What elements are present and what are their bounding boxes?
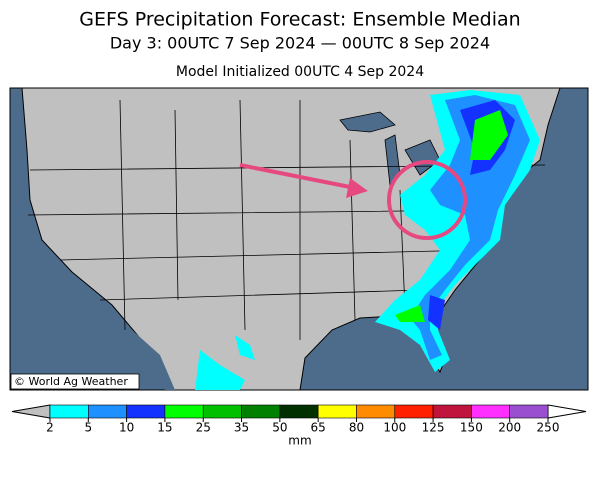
color-swatch (317, 404, 357, 419)
tick-label: 15 (157, 421, 172, 435)
over-arrow (547, 404, 587, 419)
color-swatch (202, 404, 242, 419)
tick-label: 2 (46, 421, 54, 435)
highlight-circle (387, 160, 467, 240)
tick-label: 125 (422, 421, 445, 435)
tick-label: 10 (119, 421, 134, 435)
color-swatch (126, 404, 166, 419)
arrow-shaft (239, 163, 356, 190)
state-borders (27, 99, 546, 340)
init-time: Model Initialized 00UTC 4 Sep 2024 (176, 64, 424, 80)
color-swatch (509, 404, 549, 419)
tick-label: 35 (234, 421, 249, 435)
color-swatch (394, 404, 434, 419)
color-swatch (164, 404, 204, 419)
color-swatch (49, 404, 89, 419)
tick-label: 5 (84, 421, 92, 435)
color-swatch (471, 404, 510, 419)
color-swatch (279, 404, 319, 419)
color-swatch (432, 404, 472, 419)
color-swatch (88, 404, 127, 419)
map: © World Ag Weather (9, 87, 589, 391)
colorbar: 2 5 10 15 25 35 50 65 80 100 125 150 200 250 (11, 404, 587, 435)
tick-label: 50 (272, 421, 287, 435)
under-arrow (11, 404, 51, 419)
title: GEFS Precipitation Forecast: Ensemble Me… (79, 9, 520, 31)
color-swatch (356, 404, 396, 419)
subtitle: Day 3: 00UTC 7 Sep 2024 — 00UTC 8 Sep 20… (110, 34, 490, 53)
tick-label: 150 (460, 421, 483, 435)
credit: © World Ag Weather (14, 375, 128, 388)
tick-label: 25 (196, 421, 211, 435)
gulf-california (132, 330, 175, 390)
color-swatch (241, 404, 281, 419)
precip-15 (395, 110, 508, 322)
tick-label: 200 (498, 421, 521, 435)
tick-label: 250 (537, 421, 560, 435)
tick-label: 80 (349, 421, 364, 435)
colorbar-unit: mm (288, 434, 311, 448)
tick-label: 100 (383, 421, 406, 435)
credit-box (10, 373, 140, 390)
arrow-head (346, 178, 368, 198)
tick-label: 65 (311, 421, 326, 435)
precip-5 (410, 95, 530, 360)
precip-10 (428, 100, 515, 330)
precip-sw (195, 335, 255, 390)
